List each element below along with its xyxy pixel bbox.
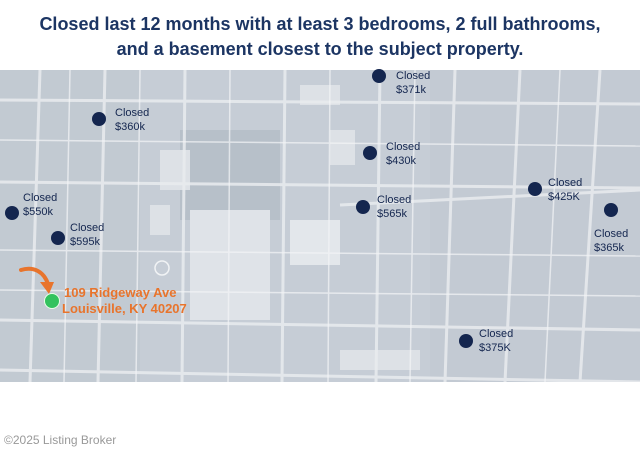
comp-status: Closed [115,107,150,119]
comp-price: $595k [70,236,100,248]
comp-price: $425K [548,191,580,203]
comp-price: $430k [386,155,416,167]
title-line-1: Closed last 12 months with at least 3 be… [39,14,601,34]
comp-status: Closed [479,328,514,340]
comp-status: Closed [377,194,412,206]
comp-label-9: Closed $375K [479,327,513,355]
comp-price: $360k [115,121,145,133]
subject-property-label: 109 Ridgeway Ave Louisville, KY 40207 [62,285,187,317]
watermark: ©2025 Listing Broker [4,433,117,447]
comp-status: Closed [23,192,58,204]
comp-marker-2[interactable] [92,112,106,126]
comp-marker-5[interactable] [5,206,19,220]
subject-street: 109 Ridgeway Ave [64,285,177,300]
comp-marker-1[interactable] [372,69,386,83]
comp-price: $550k [23,206,53,218]
comp-marker-4[interactable] [528,182,542,196]
subject-property-marker[interactable] [44,293,60,309]
comp-label-2: Closed $360k [115,106,149,134]
comp-marker-8[interactable] [51,231,65,245]
comp-price: $371k [396,84,426,96]
comp-label-1: Closed $371k [396,69,430,97]
title-line-2: and a basement closest to the subject pr… [116,39,524,59]
comp-status: Closed [594,228,629,240]
comp-marker-6[interactable] [356,200,370,214]
comp-label-4: Closed $425K [548,176,582,204]
subject-city: Louisville, KY 40207 [62,301,187,316]
comp-price: $565k [377,208,407,220]
comp-marker-7[interactable] [604,203,618,217]
comp-status: Closed [386,141,421,153]
map-background [0,70,640,382]
comp-label-8: Closed $595k [70,221,104,249]
comp-label-5: Closed $550k [23,191,57,219]
comp-marker-3[interactable] [363,146,377,160]
comp-status: Closed [70,222,105,234]
comp-status: Closed [548,177,583,189]
curved-arrow-icon [19,266,54,294]
comp-status: Closed [396,70,431,82]
comp-label-7: Closed $365k [594,227,628,255]
comp-label-6: Closed $565k [377,193,411,221]
comp-marker-9[interactable] [459,334,473,348]
comp-label-3: Closed $430k [386,140,420,168]
comp-price: $365k [594,242,624,254]
map-streets [0,70,640,382]
comp-price: $375K [479,342,511,354]
